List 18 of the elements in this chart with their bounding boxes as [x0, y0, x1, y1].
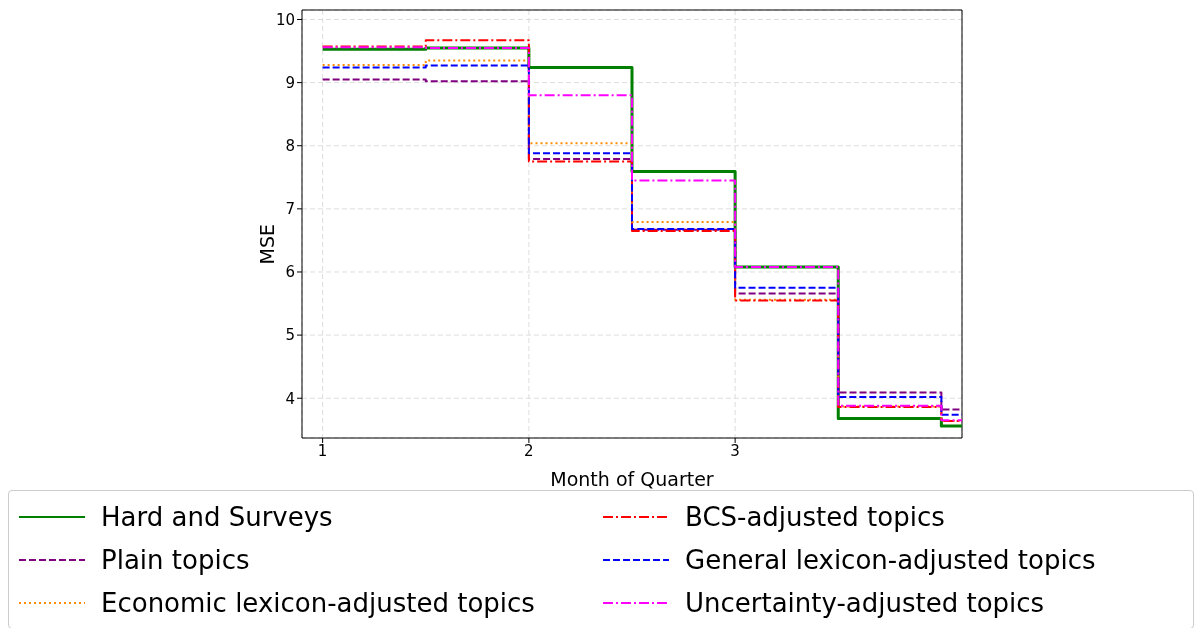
y-axis-title: MSE	[255, 224, 278, 265]
y-tick-label: 9	[285, 73, 295, 92]
legend-label: Economic lexicon-adjusted topics	[101, 587, 535, 618]
y-tick-label: 8	[285, 137, 295, 156]
y-tick-label: 5	[285, 326, 295, 345]
y-tick-label: 7	[285, 200, 295, 219]
y-tick-label: 6	[285, 263, 295, 282]
x-tick-label: 3	[730, 441, 740, 460]
x-axis-title: Month of Quarter	[550, 468, 714, 490]
legend-label: Plain topics	[101, 544, 250, 575]
x-tick-label: 1	[317, 441, 328, 460]
legend-label: Uncertainty-adjusted topics	[685, 587, 1045, 618]
y-tick-label: 10	[275, 10, 295, 29]
legend-label: General lexicon-adjusted topics	[685, 544, 1096, 575]
x-tick-label: 2	[524, 441, 534, 460]
legend-label: Hard and Surveys	[101, 501, 333, 532]
legend-label: BCS-adjusted topics	[685, 501, 945, 532]
y-tick-label: 4	[285, 389, 295, 408]
